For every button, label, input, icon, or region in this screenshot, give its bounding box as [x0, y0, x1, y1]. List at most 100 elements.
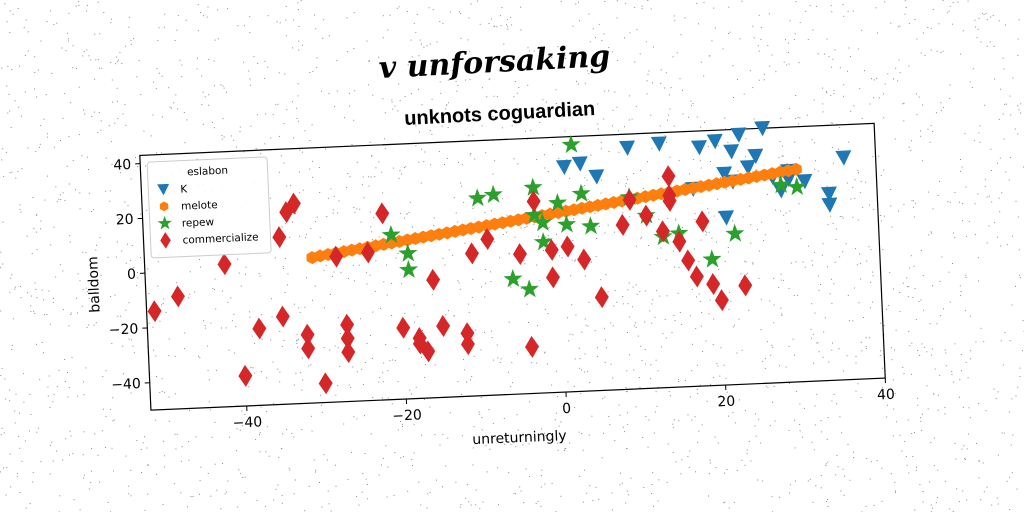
noise-speck — [732, 412, 734, 414]
noise-speck — [703, 75, 705, 77]
noise-speck — [268, 455, 270, 457]
noise-speck — [40, 228, 42, 230]
noise-speck — [497, 357, 499, 359]
noise-speck — [655, 359, 657, 361]
noise-speck — [799, 424, 801, 425]
noise-speck — [639, 53, 641, 55]
noise-speck — [588, 434, 590, 436]
noise-speck — [367, 84, 369, 86]
noise-speck — [910, 149, 912, 151]
noise-speck — [719, 375, 721, 377]
noise-speck — [604, 90, 606, 92]
noise-speck — [564, 58, 566, 59]
noise-speck — [740, 279, 742, 281]
noise-speck — [402, 423, 403, 425]
noise-speck — [130, 392, 132, 394]
noise-speck — [778, 178, 780, 180]
noise-speck — [658, 178, 660, 180]
noise-speck — [578, 83, 579, 85]
noise-speck — [473, 355, 475, 357]
noise-speck — [927, 408, 929, 410]
noise-speck — [275, 104, 277, 106]
noise-speck — [460, 182, 462, 184]
noise-speck — [544, 483, 546, 485]
noise-speck — [790, 262, 792, 264]
noise-speck — [852, 320, 854, 322]
noise-speck — [912, 296, 914, 298]
noise-speck — [813, 362, 815, 364]
noise-speck — [297, 120, 299, 122]
noise-speck — [392, 167, 394, 169]
noise-speck — [857, 219, 859, 221]
noise-speck — [604, 361, 606, 363]
noise-speck — [778, 287, 780, 288]
point-K-1 — [571, 156, 588, 172]
noise-speck — [824, 53, 825, 55]
noise-speck — [786, 64, 788, 66]
noise-speck — [588, 13, 590, 15]
noise-speck — [489, 448, 491, 450]
noise-speck — [85, 367, 87, 369]
noise-speck — [3, 432, 5, 434]
noise-speck — [83, 474, 85, 476]
noise-speck — [53, 226, 55, 228]
noise-speck — [488, 79, 490, 81]
noise-speck — [507, 26, 509, 28]
noise-speck — [850, 198, 852, 200]
noise-speck — [965, 276, 967, 278]
noise-speck — [753, 37, 755, 39]
noise-speck — [768, 13, 770, 15]
noise-speck — [592, 500, 594, 501]
noise-speck — [520, 490, 522, 492]
noise-speck — [859, 88, 861, 90]
noise-speck — [329, 349, 331, 351]
noise-speck — [649, 264, 651, 266]
noise-speck — [204, 327, 206, 329]
noise-speck — [259, 434, 260, 436]
noise-speck — [947, 12, 949, 14]
noise-speck — [870, 249, 872, 251]
noise-speck — [575, 314, 577, 316]
noise-speck — [304, 510, 306, 512]
noise-speck — [168, 420, 170, 422]
noise-speck — [610, 363, 612, 365]
noise-speck — [694, 248, 695, 250]
noise-speck — [698, 430, 700, 432]
noise-speck — [918, 301, 920, 302]
noise-speck — [279, 381, 281, 383]
noise-speck — [821, 254, 823, 256]
noise-speck — [250, 367, 252, 368]
noise-speck — [825, 463, 827, 465]
noise-speck — [23, 373, 25, 375]
noise-speck — [1019, 274, 1020, 276]
noise-speck — [249, 316, 251, 318]
point-K-4 — [650, 136, 667, 152]
noise-speck — [105, 222, 107, 224]
noise-speck — [184, 142, 186, 144]
noise-speck — [449, 11, 451, 13]
noise-speck — [439, 81, 441, 83]
noise-speck — [140, 257, 141, 259]
noise-speck — [832, 222, 834, 224]
noise-speck — [55, 276, 57, 278]
noise-speck — [502, 234, 504, 235]
noise-speck — [903, 120, 905, 122]
noise-speck — [397, 110, 399, 112]
noise-speck — [110, 296, 112, 297]
noise-speck — [27, 31, 29, 33]
noise-speck — [788, 430, 790, 431]
noise-speck — [62, 117, 64, 119]
noise-speck — [587, 325, 589, 327]
noise-speck — [922, 104, 924, 106]
noise-speck — [56, 201, 58, 203]
noise-speck — [163, 298, 165, 300]
noise-speck — [544, 352, 546, 354]
noise-speck — [254, 372, 256, 374]
noise-speck — [999, 211, 1001, 213]
point-commercialize-36 — [615, 213, 630, 236]
point-commercialize-49 — [689, 265, 704, 288]
noise-speck — [710, 383, 712, 385]
noise-speck — [608, 90, 610, 92]
noise-speck — [825, 501, 827, 502]
noise-speck — [137, 277, 139, 279]
